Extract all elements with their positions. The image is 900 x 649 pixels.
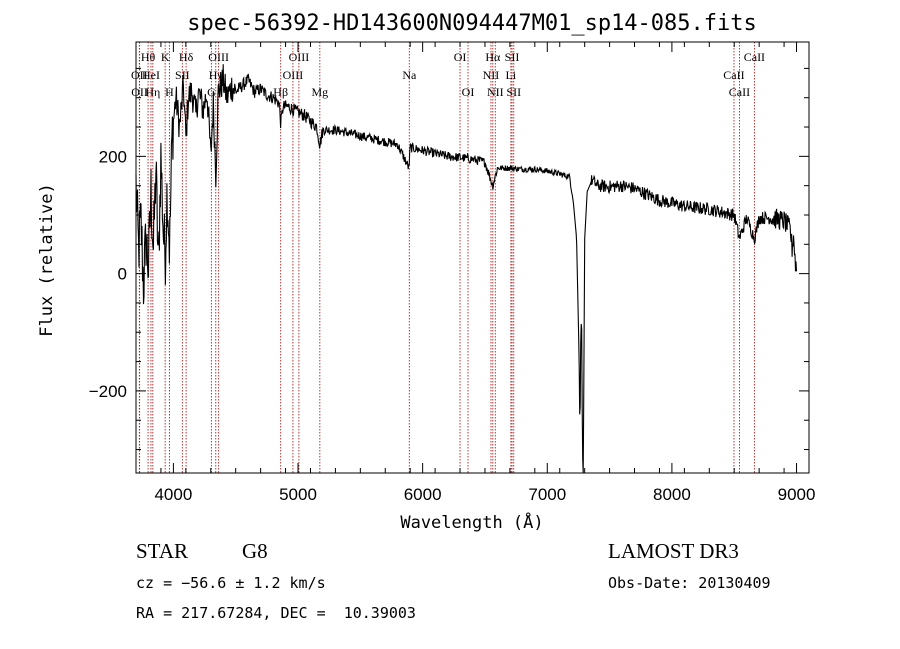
spectral-line-label-11: G — [207, 85, 216, 99]
x-tick-label: 7000 — [528, 485, 566, 504]
x-tick-label: 6000 — [404, 485, 442, 504]
plot-frame — [135, 41, 810, 474]
axis-ticks-layer: 4000 5000 6000 7000 8000 9000 −200 0 200 — [89, 42, 816, 504]
x-tick-label: 9000 — [778, 485, 816, 504]
spectral-line-label-7: H — [165, 85, 174, 99]
spectral-line-label-17: OI — [454, 50, 467, 64]
spectral-line-label-25: CaII — [744, 50, 765, 64]
spectral-line-label-18: OI — [462, 85, 475, 99]
spectral-line-label-0: Hθ — [141, 50, 156, 64]
spectral-line-label-22: SII — [505, 50, 520, 64]
y-tick-label: 0 — [118, 265, 127, 284]
observation-date: Obs-Date: 20130409 — [608, 574, 771, 592]
chart-title: spec-56392-HD143600N094447M01_sp14-085.f… — [187, 11, 757, 36]
spectral-line-label-16: Na — [402, 68, 417, 82]
spectral-line-label-21: NII — [487, 85, 504, 99]
x-tick-label: 8000 — [653, 485, 691, 504]
object-class: STAR — [136, 539, 188, 563]
spectral-line-label-19: Hα — [485, 50, 501, 64]
spectral-line-label-9: OIII — [208, 50, 229, 64]
spectral-line-label-14: Hβ — [273, 85, 288, 99]
spectral-line-label-2: OII — [131, 85, 148, 99]
spectral-line-label-10: Hγ — [209, 68, 224, 82]
spectral-line-label-4: Hη — [145, 85, 160, 99]
object-subclass: G8 — [242, 539, 268, 563]
spectral-line-label-20: NII — [483, 68, 500, 82]
x-tick-label: 4000 — [154, 485, 192, 504]
spectral-line-label-3: HeI — [142, 68, 160, 82]
velocity-readout: cz = −56.6 ± 1.2 km/s — [136, 574, 326, 592]
spectral-line-label-1: OII — [131, 68, 148, 82]
survey-name: LAMOST DR3 — [608, 539, 739, 563]
spectral-line-label-15: Mg — [311, 85, 328, 99]
spectral-lines-layer — [138, 42, 755, 473]
spectral-line-label-8: Hδ — [179, 50, 194, 64]
spectral-line-label-12: OIII — [289, 50, 310, 64]
spectral-line-label-23: Li — [506, 68, 517, 82]
spectral-line-label-6: SII — [175, 68, 190, 82]
y-tick-label: 200 — [99, 147, 127, 166]
spectral-line-label-24: SII — [506, 85, 521, 99]
coordinates-readout: RA = 217.67284, DEC = 10.39003 — [136, 604, 416, 622]
spectral-line-label-27: CaII — [729, 85, 750, 99]
y-tick-label: −200 — [89, 382, 127, 401]
spectral-line-label-5: K — [161, 50, 170, 64]
x-axis-label: Wavelength (Å) — [400, 511, 543, 533]
x-tick-label: 5000 — [279, 485, 317, 504]
spectral-line-label-26: CaII — [723, 68, 744, 82]
spectral-line-label-13: OIII — [283, 68, 304, 82]
y-axis-label: Flux (relative) — [37, 183, 57, 337]
spectrum-line — [135, 64, 798, 474]
